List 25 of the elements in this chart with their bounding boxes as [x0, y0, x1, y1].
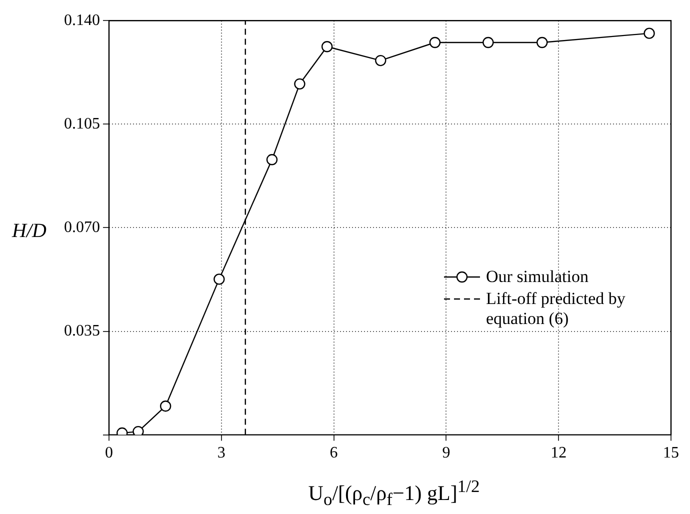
point — [132, 426, 144, 435]
point — [266, 154, 278, 166]
point — [375, 54, 386, 66]
point — [160, 400, 172, 412]
x-tick-label: 6 — [330, 444, 338, 462]
x-tick-label: 0 — [105, 444, 113, 462]
point — [294, 78, 306, 90]
y-tick-label: 0.140 — [64, 12, 100, 29]
x-axis-title: U$_{o}$/[(ρ$_{c}$/ρ$_{f}$−1) gL]$^{1/2}$ — [307, 476, 481, 510]
legend-label: Lift-off predicted by equation (6) — [486, 289, 626, 329]
x-tick-label: 15 — [663, 444, 679, 462]
legend-label: Our simulation — [486, 267, 590, 287]
x-tick-label: 3 — [217, 444, 226, 462]
y-tick-label: 0.035 — [64, 322, 100, 340]
y-axis-title: H/D — [12, 220, 46, 243]
y-tick-label: 0.070 — [64, 218, 100, 236]
y-tick-label: 0.105 — [64, 115, 100, 132]
point — [214, 274, 225, 285]
point — [536, 36, 548, 48]
x-tick-label: 9 — [442, 444, 450, 462]
x-tick-label: 12 — [550, 444, 567, 462]
point — [482, 36, 494, 48]
point — [429, 36, 441, 48]
point — [644, 28, 655, 39]
point — [321, 41, 333, 52]
